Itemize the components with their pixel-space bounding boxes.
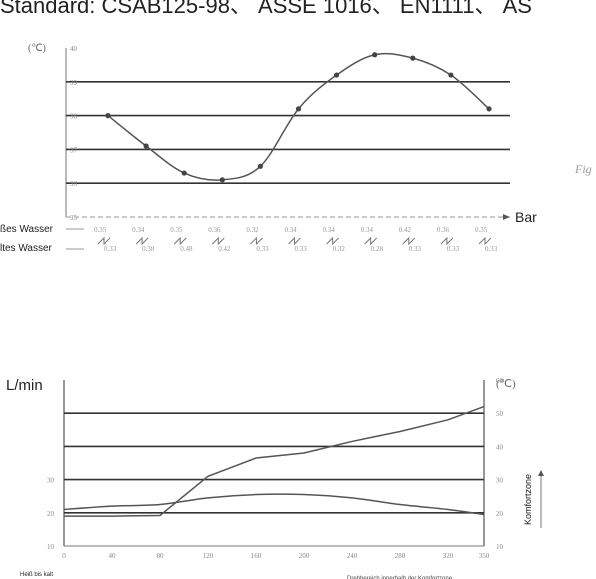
komfortzone-arrowhead [538,470,544,476]
cold-pressure-value: 0.33 [256,245,269,253]
y-tick-label: 36 [70,180,78,188]
pressure-divider [288,236,301,246]
cold-pressure-value: 0.33 [485,245,498,253]
cold-pressure-value: 0.32 [333,245,346,253]
data-point [181,170,187,176]
right-tick-label: 60 [496,377,504,385]
pressure-divider [402,236,416,246]
data-point [334,72,340,78]
pressure-divider [364,236,378,246]
pressure-divider [326,236,339,246]
x-tick-label: 350 [479,552,490,560]
data-point [372,52,378,58]
data-point [486,106,492,112]
y-tick-label: 37 [70,146,78,154]
hot-to-cold-label: Heiß bis kalt [20,572,53,578]
right-tick-label: 10 [496,543,504,551]
y-tick-label: 38 [70,113,78,121]
y-tick-label: 39 [70,79,78,87]
y-tick-label: 35 [70,214,78,222]
cold-water-label: ltes Wasser [0,243,53,254]
x-axis-arrow [503,214,510,220]
pressure-divider [250,236,263,246]
x-tick-label: 120 [203,552,214,560]
data-point [295,106,302,112]
data-point [143,143,149,149]
cold-pressure-value: 0.33 [409,245,422,253]
cold-pressure-value: 0.38 [142,245,155,253]
x-tick-label: 0 [62,552,66,560]
x-tick-label: 240 [347,552,358,560]
hot-pressure-value: 0.34 [323,226,336,234]
cold-pressure-value: 0.42 [218,245,231,253]
data-point [410,55,416,61]
hot-pressure-value: 0.35 [475,226,488,234]
data-point [257,163,263,169]
x-tick-label: 80 [157,552,165,560]
rising-temperature-line [64,405,485,517]
x-tick-label: 40 [109,552,117,560]
data-point [448,72,454,78]
left-tick-label: 10 [47,543,55,551]
hot-pressure-value: 0.42 [399,226,412,234]
x-tick-label: 200 [299,552,310,560]
data-point [219,177,225,183]
rotation-range-label: Drehbereich innerhalb der Komfortzone [347,576,453,579]
right-tick-label: 50 [496,410,504,418]
hot-pressure-value: 0.34 [285,226,298,234]
temperature-vs-pressure-chart: 35 36 37 38 39 40 (℃) Bar ßes Wasser ltes Wasser 0… [0,43,592,254]
pressure-divider [478,236,492,246]
figure-side-label: Fig [574,162,592,176]
hot-pressure-value: 0.34 [132,226,145,234]
right-tick-label: 40 [496,443,504,451]
pressure-divider [97,236,111,246]
pressure-divider [440,236,454,246]
hot-pressure-value: 0.36 [208,226,221,234]
pressure-divider [211,236,225,246]
pressure-divider [173,236,187,246]
hot-pressure-value: 0.32 [246,226,259,234]
y-tick-label: 40 [70,45,78,53]
hot-pressure-value: 0.36 [437,226,450,234]
cold-pressure-value: 0.33 [104,245,117,253]
hot-pressure-value: 0.35 [170,226,183,234]
data-point [105,113,111,119]
hot-pressure-value: 0.35 [94,226,107,234]
cold-pressure-value: 0.33 [447,245,460,253]
hot-pressure-value: 0.34 [361,226,374,234]
x-tick-label: 160 [251,552,262,560]
flow-curve-line [63,493,485,516]
cold-pressure-value: 0.28 [371,245,384,253]
pressure-divider [135,236,149,246]
right-tick-label: 30 [496,477,504,485]
x-unit-label: Bar [515,209,537,225]
right-axis-label: (℃) [496,378,516,390]
left-tick-label: 20 [47,510,55,518]
left-axis-label: L/min [6,377,43,394]
standard-header: Standard: CSAB125-98、 ASSE 1016、 EN1111、… [0,0,532,18]
x-tick-label: 320 [443,552,454,560]
right-tick-label: 20 [496,510,504,518]
x-tick-label: 280 [395,552,406,560]
cold-pressure-value: 0.33 [295,245,308,253]
hot-water-label: ßes Wasser [0,224,54,235]
komfortzone-label: Komfortzone [523,474,533,525]
left-tick-label: 30 [47,477,55,485]
cold-pressure-value: 0.48 [180,245,193,253]
y-unit-label: (℃) [28,43,46,54]
